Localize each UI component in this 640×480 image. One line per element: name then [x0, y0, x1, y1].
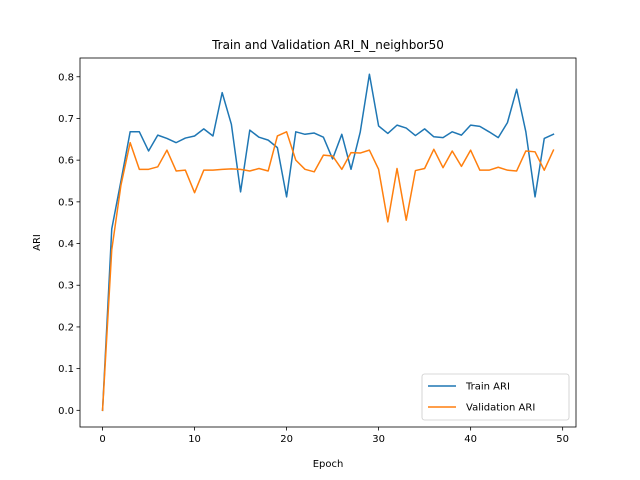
y-tick-label: 0.7 [58, 114, 74, 125]
y-tick-label: 0.0 [58, 406, 74, 417]
legend-label: Train ARI [465, 382, 510, 393]
series-line-validation [101, 131, 555, 412]
legend-box [421, 373, 570, 421]
series-line-train [101, 73, 555, 412]
x-tick-label: 10 [188, 434, 201, 445]
x-tick-label: 40 [464, 434, 477, 445]
legend: Train ARI Validation ARI [421, 373, 570, 421]
y-axis-label: ARI [32, 234, 43, 251]
y-tick-label: 0.6 [58, 156, 74, 167]
x-axis-label: Epoch [313, 459, 344, 470]
y-axis: 0.0 0.1 0.2 0.3 0.4 0.5 0.6 0.7 0.8 [58, 72, 80, 417]
plot-frame [79, 57, 577, 428]
x-tick-label: 30 [372, 434, 385, 445]
chart-title: Train and Validation ARI_N_neighbor50 [211, 38, 444, 52]
y-tick-label: 0.3 [58, 281, 74, 292]
x-tick-label: 0 [99, 434, 105, 445]
y-tick-label: 0.1 [58, 364, 74, 375]
y-tick-label: 0.5 [58, 197, 74, 208]
x-tick-label: 20 [280, 434, 293, 445]
y-tick-label: 0.2 [58, 322, 74, 333]
x-axis: 0 10 20 30 40 50 [99, 427, 569, 445]
plot-lines [101, 73, 555, 412]
legend-label: Validation ARI [466, 403, 535, 414]
y-tick-label: 0.4 [58, 239, 74, 250]
x-tick-label: 50 [556, 434, 569, 445]
y-tick-label: 0.8 [58, 72, 74, 83]
